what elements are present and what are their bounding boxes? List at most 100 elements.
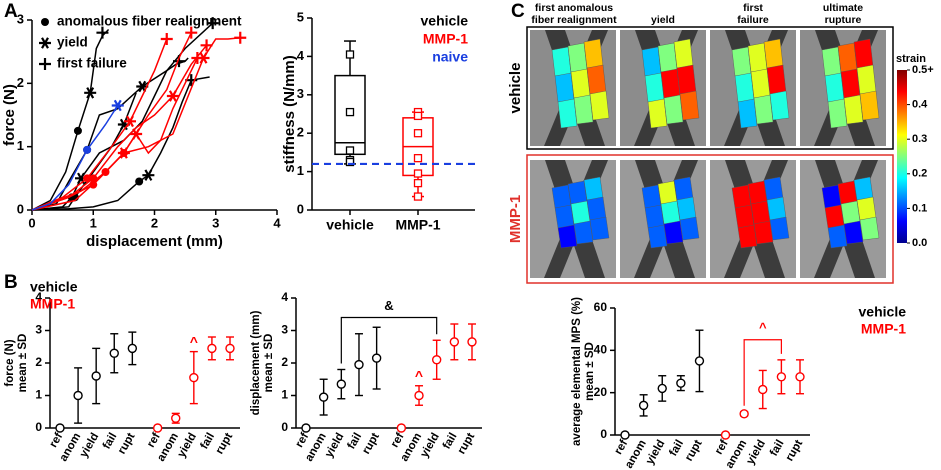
yield-marker [166,90,179,102]
mean-marker [467,337,477,347]
mean-marker [127,343,138,354]
column-header: failure [737,14,769,26]
data-point [345,50,355,59]
strain-element [843,220,864,245]
y-tick-label: 5 [297,9,304,24]
legend-label: vehicle [421,13,469,29]
legend-label: MMP-1 [423,31,468,47]
mean-marker [657,383,667,394]
mean-marker [55,423,65,433]
x-tick-label: vehicle [326,217,374,233]
failure-marker [191,52,204,64]
x-tick-label: yield [323,431,347,460]
legend-label: MMP-1 [861,321,906,337]
y-tick-label: 0 [17,201,24,216]
x-tick-label: 4 [273,215,281,230]
data-point [345,107,355,117]
x-tick-label: 0 [28,215,35,230]
strain-element [843,94,864,125]
strain-element [554,204,575,229]
data-point [413,178,423,188]
strain-element [557,224,578,249]
mean-marker [620,430,630,440]
legend-label: vehicle [859,304,907,320]
x-tick-label: ref [612,438,630,457]
strain-element [734,204,755,229]
colorbar-tick-label: 0.4 [912,99,928,111]
strain-element [824,72,845,103]
strain-element [840,200,861,225]
y-tick-label: 4 [35,290,42,304]
data-point [413,129,423,138]
mean-marker [449,337,460,347]
strain-element [583,176,604,201]
y-axis-label: mean ± SD [17,334,29,393]
strain-element [567,180,588,205]
strain-element [859,216,880,241]
strain-element [663,94,684,125]
mean-marker [91,371,101,381]
strain-element [747,180,768,205]
mean-marker [414,390,424,401]
x-tick-label: rupt [360,431,382,457]
strain-element [673,176,694,201]
y-tick-label: 2 [297,125,304,140]
significance-bracket [743,339,782,406]
x-tick-label: 1 [90,215,97,230]
strain-element [763,38,784,69]
y-tick-label: 3 [297,86,304,101]
failure-marker [234,31,247,44]
mean-marker [171,413,181,423]
strain-element [750,200,771,225]
strain-element [583,38,604,69]
strain-element [557,98,578,129]
strain-element [641,184,662,209]
strain-element [840,68,861,99]
y-axis-label: force (N) [1,84,18,146]
y-axis-label: average elemental MPS (%) [571,297,583,446]
anomalous-marker [41,18,49,26]
curve [31,38,168,211]
yield-marker [124,115,136,128]
y-axis-label: mean ± SD [584,342,596,401]
failure-marker [39,58,51,70]
x-tick-label: rupt [116,431,138,457]
data-point [413,154,423,163]
strain-element [731,184,752,209]
column-header: fiber realignment [531,14,617,26]
strain-element [853,38,874,69]
y-tick-label: 0 [35,420,42,434]
mean-marker [189,372,199,383]
x-tick-label: yield [176,431,200,460]
mean-marker [73,390,83,401]
strain-element [570,68,591,99]
mean-marker [301,423,311,433]
y-tick-label: 0 [297,201,304,216]
strain-element [837,42,858,73]
y-axis-label: displacement (mm) [250,310,262,415]
annotation: ^ [190,333,198,349]
failure-marker [200,39,213,52]
y-tick-label: 2 [17,75,24,90]
vehicle-frame [526,26,894,150]
mean-marker [336,379,347,389]
y-axis-label: stiffness (N/mm) [281,55,298,173]
y-tick-label: 3 [17,11,24,26]
strain-element [663,220,684,245]
column-header: first [743,2,763,14]
strain-element [679,216,700,241]
panel-label: B [4,272,18,293]
strain-element [586,196,607,221]
yield-marker [84,87,97,99]
curve [31,105,119,211]
mean-marker [207,343,217,354]
mean-marker [225,343,235,354]
strain-element [644,72,665,103]
x-tick-label: yield [78,431,102,460]
row-label: MMP-1 [507,195,524,243]
strain-element [551,46,572,77]
y-tick-label: 3 [281,323,288,337]
y-tick-label: 2 [281,355,288,369]
yield-marker [111,99,124,112]
mean-marker [720,430,731,440]
